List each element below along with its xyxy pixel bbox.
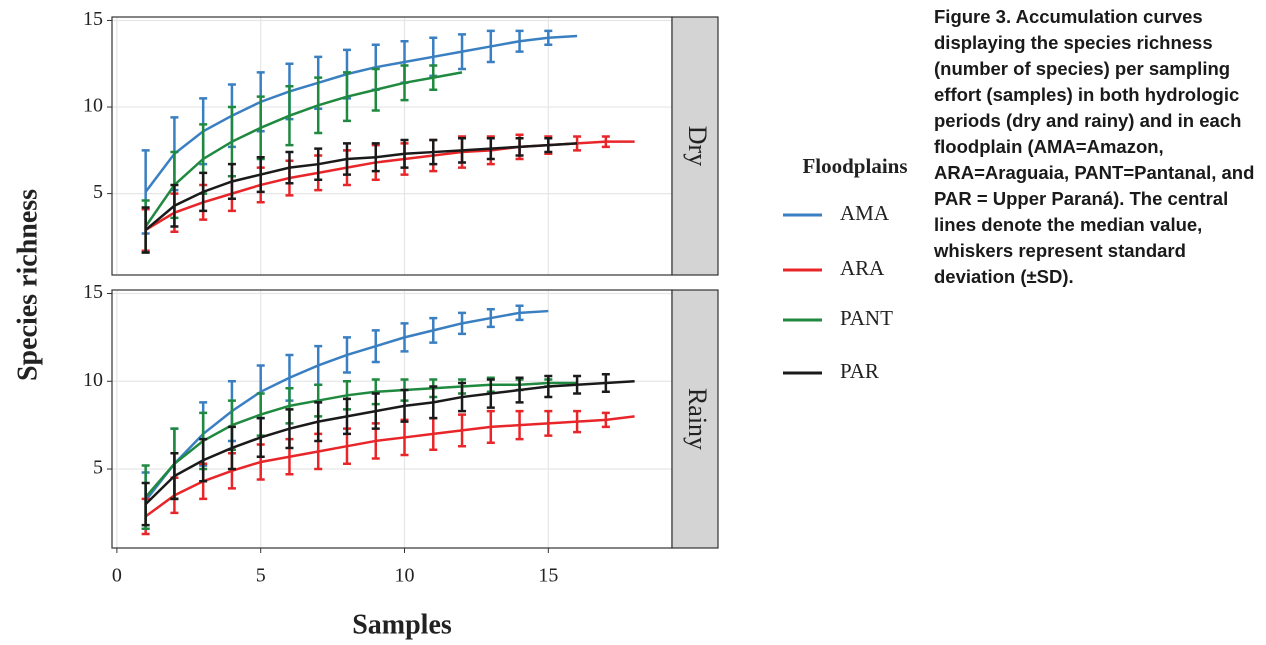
caption: Figure 3. Accumulation curves displaying… <box>934 4 1264 290</box>
error-bar <box>400 322 409 353</box>
error-bar <box>486 136 495 161</box>
error-bar <box>256 156 265 194</box>
error-bar <box>429 385 438 420</box>
error-bar <box>458 413 467 448</box>
error-bar <box>256 416 265 458</box>
series-line <box>144 381 578 498</box>
x-tick-label: 0 <box>112 565 122 587</box>
series-line <box>144 71 463 228</box>
error-bar <box>429 64 438 91</box>
facet-label: Dry <box>683 126 712 166</box>
error-bar <box>371 67 380 112</box>
error-bar <box>573 374 582 395</box>
error-bar <box>400 138 409 169</box>
panel-background <box>112 290 672 548</box>
error-bar <box>486 409 495 444</box>
y-tick-label: 10 <box>83 369 103 391</box>
error-bar <box>573 409 582 434</box>
error-bar <box>285 85 294 147</box>
error-bar <box>486 29 495 64</box>
error-bar <box>371 392 380 430</box>
error-bar <box>601 411 610 429</box>
error-bar <box>141 481 150 527</box>
error-bar <box>458 381 467 413</box>
y-tick-label: 5 <box>93 181 103 203</box>
error-bar <box>544 29 553 46</box>
legend-label: AMA <box>840 201 890 225</box>
error-bar <box>544 136 553 154</box>
series-line <box>144 380 635 506</box>
error-bar <box>227 162 236 201</box>
facet-label: Rainy <box>683 388 712 450</box>
error-bar <box>170 183 179 228</box>
error-bar <box>486 308 495 329</box>
error-bar <box>515 304 524 322</box>
x-tick-label: 15 <box>538 565 558 587</box>
error-bar <box>371 329 380 364</box>
error-bar <box>429 138 438 166</box>
y-tick-label: 5 <box>93 457 103 479</box>
error-bar <box>458 136 467 164</box>
x-tick-label: 5 <box>256 565 266 587</box>
error-bar <box>601 135 610 149</box>
legend-title: Floodplains <box>802 154 907 178</box>
y-tick-label: 15 <box>83 281 103 303</box>
series-line <box>144 34 578 193</box>
error-bar <box>515 376 524 404</box>
error-bar <box>486 378 495 409</box>
series-line <box>144 142 578 231</box>
chart: Species richness Samples Floodplains 5 10… <box>12 8 907 640</box>
error-bar <box>314 76 323 135</box>
error-bar <box>141 206 150 254</box>
legend-label: PAR <box>840 359 879 383</box>
error-bar <box>573 135 582 152</box>
facet-strip <box>671 16 719 276</box>
error-bar <box>515 409 524 441</box>
error-bar <box>400 64 409 102</box>
caption-label: Figure 3. <box>934 6 1012 27</box>
legend-label: PANT <box>840 306 893 330</box>
error-bar <box>342 397 351 436</box>
error-bar <box>227 425 236 471</box>
series-line <box>144 415 635 518</box>
y-tick-label: 15 <box>83 8 103 30</box>
error-bar <box>199 437 208 483</box>
error-bar <box>544 409 553 437</box>
error-bar <box>285 408 294 450</box>
y-axis-label: Species richness <box>12 189 43 381</box>
error-bar <box>400 388 409 423</box>
x-tick-label: 10 <box>395 565 415 587</box>
error-bar <box>342 71 351 123</box>
error-bar <box>429 316 438 344</box>
error-bar <box>314 401 323 443</box>
panel-background <box>112 17 672 275</box>
error-bar <box>458 311 467 336</box>
legend-label: ARA <box>840 256 885 280</box>
error-bar <box>170 451 179 501</box>
caption-text: Accumulation curves displaying the speci… <box>934 6 1255 287</box>
error-bar <box>544 374 553 399</box>
error-bar <box>601 372 610 394</box>
error-bar <box>458 33 467 71</box>
error-bar <box>515 29 524 53</box>
error-bar <box>199 171 208 213</box>
error-bar <box>515 136 524 157</box>
facet-strip <box>671 289 719 549</box>
error-bar <box>285 150 294 185</box>
x-axis-label: Samples <box>352 609 452 640</box>
error-bar <box>314 147 323 182</box>
error-bar <box>342 142 351 176</box>
y-tick-label: 10 <box>83 95 103 117</box>
error-bar <box>342 336 351 374</box>
error-bar <box>371 142 380 173</box>
